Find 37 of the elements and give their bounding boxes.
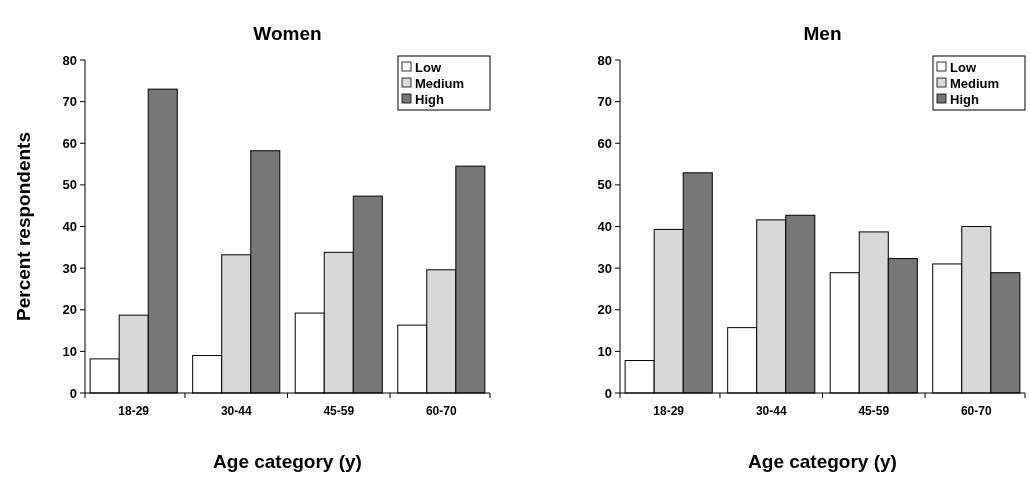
legend-label: Medium [950,75,1000,91]
y-tick-label: 50 [62,177,77,193]
legend-label: Low [950,59,977,75]
x-tick-label: 18-29 [118,404,150,418]
legend-label: High [415,91,444,107]
y-tick-label: 20 [597,302,612,318]
y-tick-label: 40 [62,219,77,235]
legend-label: High [950,91,979,107]
x-axis-title: Age category (y) [213,451,362,472]
y-tick-label: 30 [597,260,612,276]
y-axis-title: Percent respondents [13,132,34,321]
y-tick-label: 60 [62,135,77,151]
x-tick-label: 45-59 [858,404,890,418]
x-tick-label: 45-59 [323,404,355,418]
x-tick-label: 60-70 [425,404,457,418]
chart-title: Women [253,23,322,44]
y-tick-label: 0 [604,385,612,401]
y-tick-label: 40 [597,219,612,235]
x-tick-label: 30-44 [220,404,252,418]
x-tick-label: 30-44 [755,404,787,418]
legend-label: Medium [415,75,465,91]
y-tick-label: 70 [597,94,612,110]
y-tick-label: 80 [597,52,612,68]
x-tick-label: 60-70 [960,404,992,418]
y-tick-label: 80 [62,52,77,68]
y-tick-label: 50 [597,177,612,193]
y-tick-label: 10 [62,343,77,359]
y-tick-label: 60 [597,135,612,151]
y-tick-label: 0 [69,385,77,401]
x-tick-label: 18-29 [653,404,685,418]
y-tick-label: 30 [62,260,77,276]
y-tick-label: 10 [597,343,612,359]
x-axis-title: Age category (y) [748,451,897,472]
y-tick-label: 70 [62,94,77,110]
y-tick-label: 20 [62,302,77,318]
chart-title: Men [803,23,842,44]
legend-label: Low [415,59,442,75]
